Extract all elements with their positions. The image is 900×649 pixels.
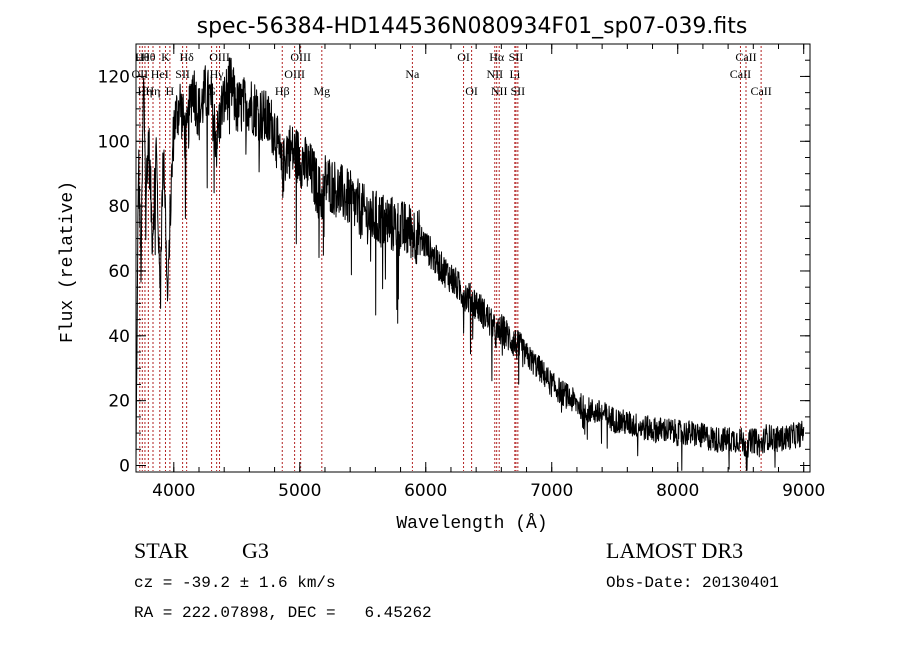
x-tick-label: 6000: [404, 481, 447, 501]
redshift-velocity: cz = -39.2 ± 1.6 km/s: [134, 574, 336, 592]
marker-label: G: [207, 84, 216, 98]
marker-label: CaII: [730, 67, 751, 81]
marker-label: OII: [131, 67, 148, 81]
marker-label: Hγ: [210, 67, 225, 81]
marker-label: Mg: [313, 84, 330, 98]
x-tick-label: 4000: [152, 481, 195, 501]
marker-label: CaII: [735, 50, 756, 64]
marker-label: Hθ: [141, 50, 156, 64]
y-tick-label: 0: [119, 457, 130, 477]
marker-label: OIII: [209, 50, 230, 64]
y-tick-label: 120: [98, 67, 130, 87]
object-subclass: G3: [242, 538, 269, 563]
observation-date: Obs-Date: 20130401: [606, 574, 779, 592]
marker-label: Na: [405, 67, 420, 81]
marker-label: HeI: [151, 67, 169, 81]
y-axis-label: Flux (relative): [58, 181, 78, 343]
line-markers: [139, 46, 762, 471]
axis-ticks: 4000 5000 6000 7000 8000 9000 0 20 40 60 80 100 120: [98, 44, 825, 501]
y-tick-label: 80: [108, 197, 130, 217]
marker-label: SII: [509, 50, 524, 64]
marker-label: OI: [465, 84, 478, 98]
x-tick-label: 7000: [530, 481, 573, 501]
coordinates: RA = 222.07898, DEC = 6.45262: [134, 604, 432, 622]
marker-label: H: [166, 84, 175, 98]
marker-label: OIII: [284, 67, 305, 81]
marker-label: SII: [511, 84, 526, 98]
marker-label: Hη: [137, 84, 152, 98]
y-tick-label: 100: [98, 132, 130, 152]
x-tick-label: 8000: [656, 481, 699, 501]
marker-label: OI: [457, 50, 470, 64]
object-class: STAR: [134, 538, 189, 563]
marker-label: Hβ: [275, 84, 290, 98]
survey-name: LAMOST DR3: [606, 538, 744, 563]
marker-label: OIII: [290, 50, 311, 64]
x-axis-label: Wavelength (Å): [396, 513, 547, 534]
marker-label: K: [161, 50, 170, 64]
marker-label: SII: [175, 67, 190, 81]
y-tick-label: 40: [108, 327, 130, 347]
marker-label: Hδ: [179, 50, 194, 64]
chart-title: spec-56384-HD144536N080934F01_sp07-039.f…: [197, 14, 748, 39]
y-tick-label: 20: [108, 392, 130, 412]
plot-frame: [135, 43, 811, 473]
spectrum-line: [135, 57, 805, 471]
y-tick-label: 60: [108, 262, 130, 282]
marker-label: NII: [486, 67, 503, 81]
marker-label: Hη: [146, 84, 161, 98]
marker-label: CaII: [750, 84, 771, 98]
x-tick-label: 5000: [278, 481, 321, 501]
marker-labels: OIIHθHηHθHηHeIKHSIIHδGHγOIIIHβOIIIOIIIMg…: [131, 50, 771, 98]
spectrum-series: [135, 57, 805, 471]
marker-label: Li: [509, 67, 520, 81]
marker-label: Hθ: [135, 50, 150, 64]
marker-label: Hα: [489, 50, 505, 64]
marker-label: NII: [491, 84, 508, 98]
x-tick-label: 9000: [782, 481, 825, 501]
